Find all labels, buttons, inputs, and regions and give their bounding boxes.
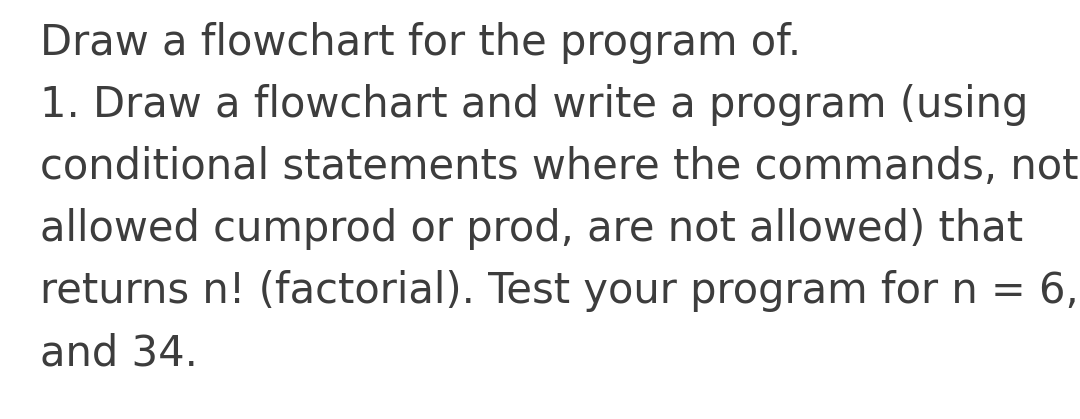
Text: returns n! (factorial). Test your program for n = 6, 15,: returns n! (factorial). Test your progra… bbox=[40, 270, 1080, 312]
Text: 1. Draw a flowchart and write a program (using: 1. Draw a flowchart and write a program … bbox=[40, 84, 1028, 126]
Text: conditional statements where the commands, not: conditional statements where the command… bbox=[40, 146, 1079, 188]
Text: and 34.: and 34. bbox=[40, 332, 198, 374]
Text: Draw a flowchart for the program of.: Draw a flowchart for the program of. bbox=[40, 22, 801, 64]
Text: allowed cumprod or prod, are not allowed) that: allowed cumprod or prod, are not allowed… bbox=[40, 208, 1023, 250]
